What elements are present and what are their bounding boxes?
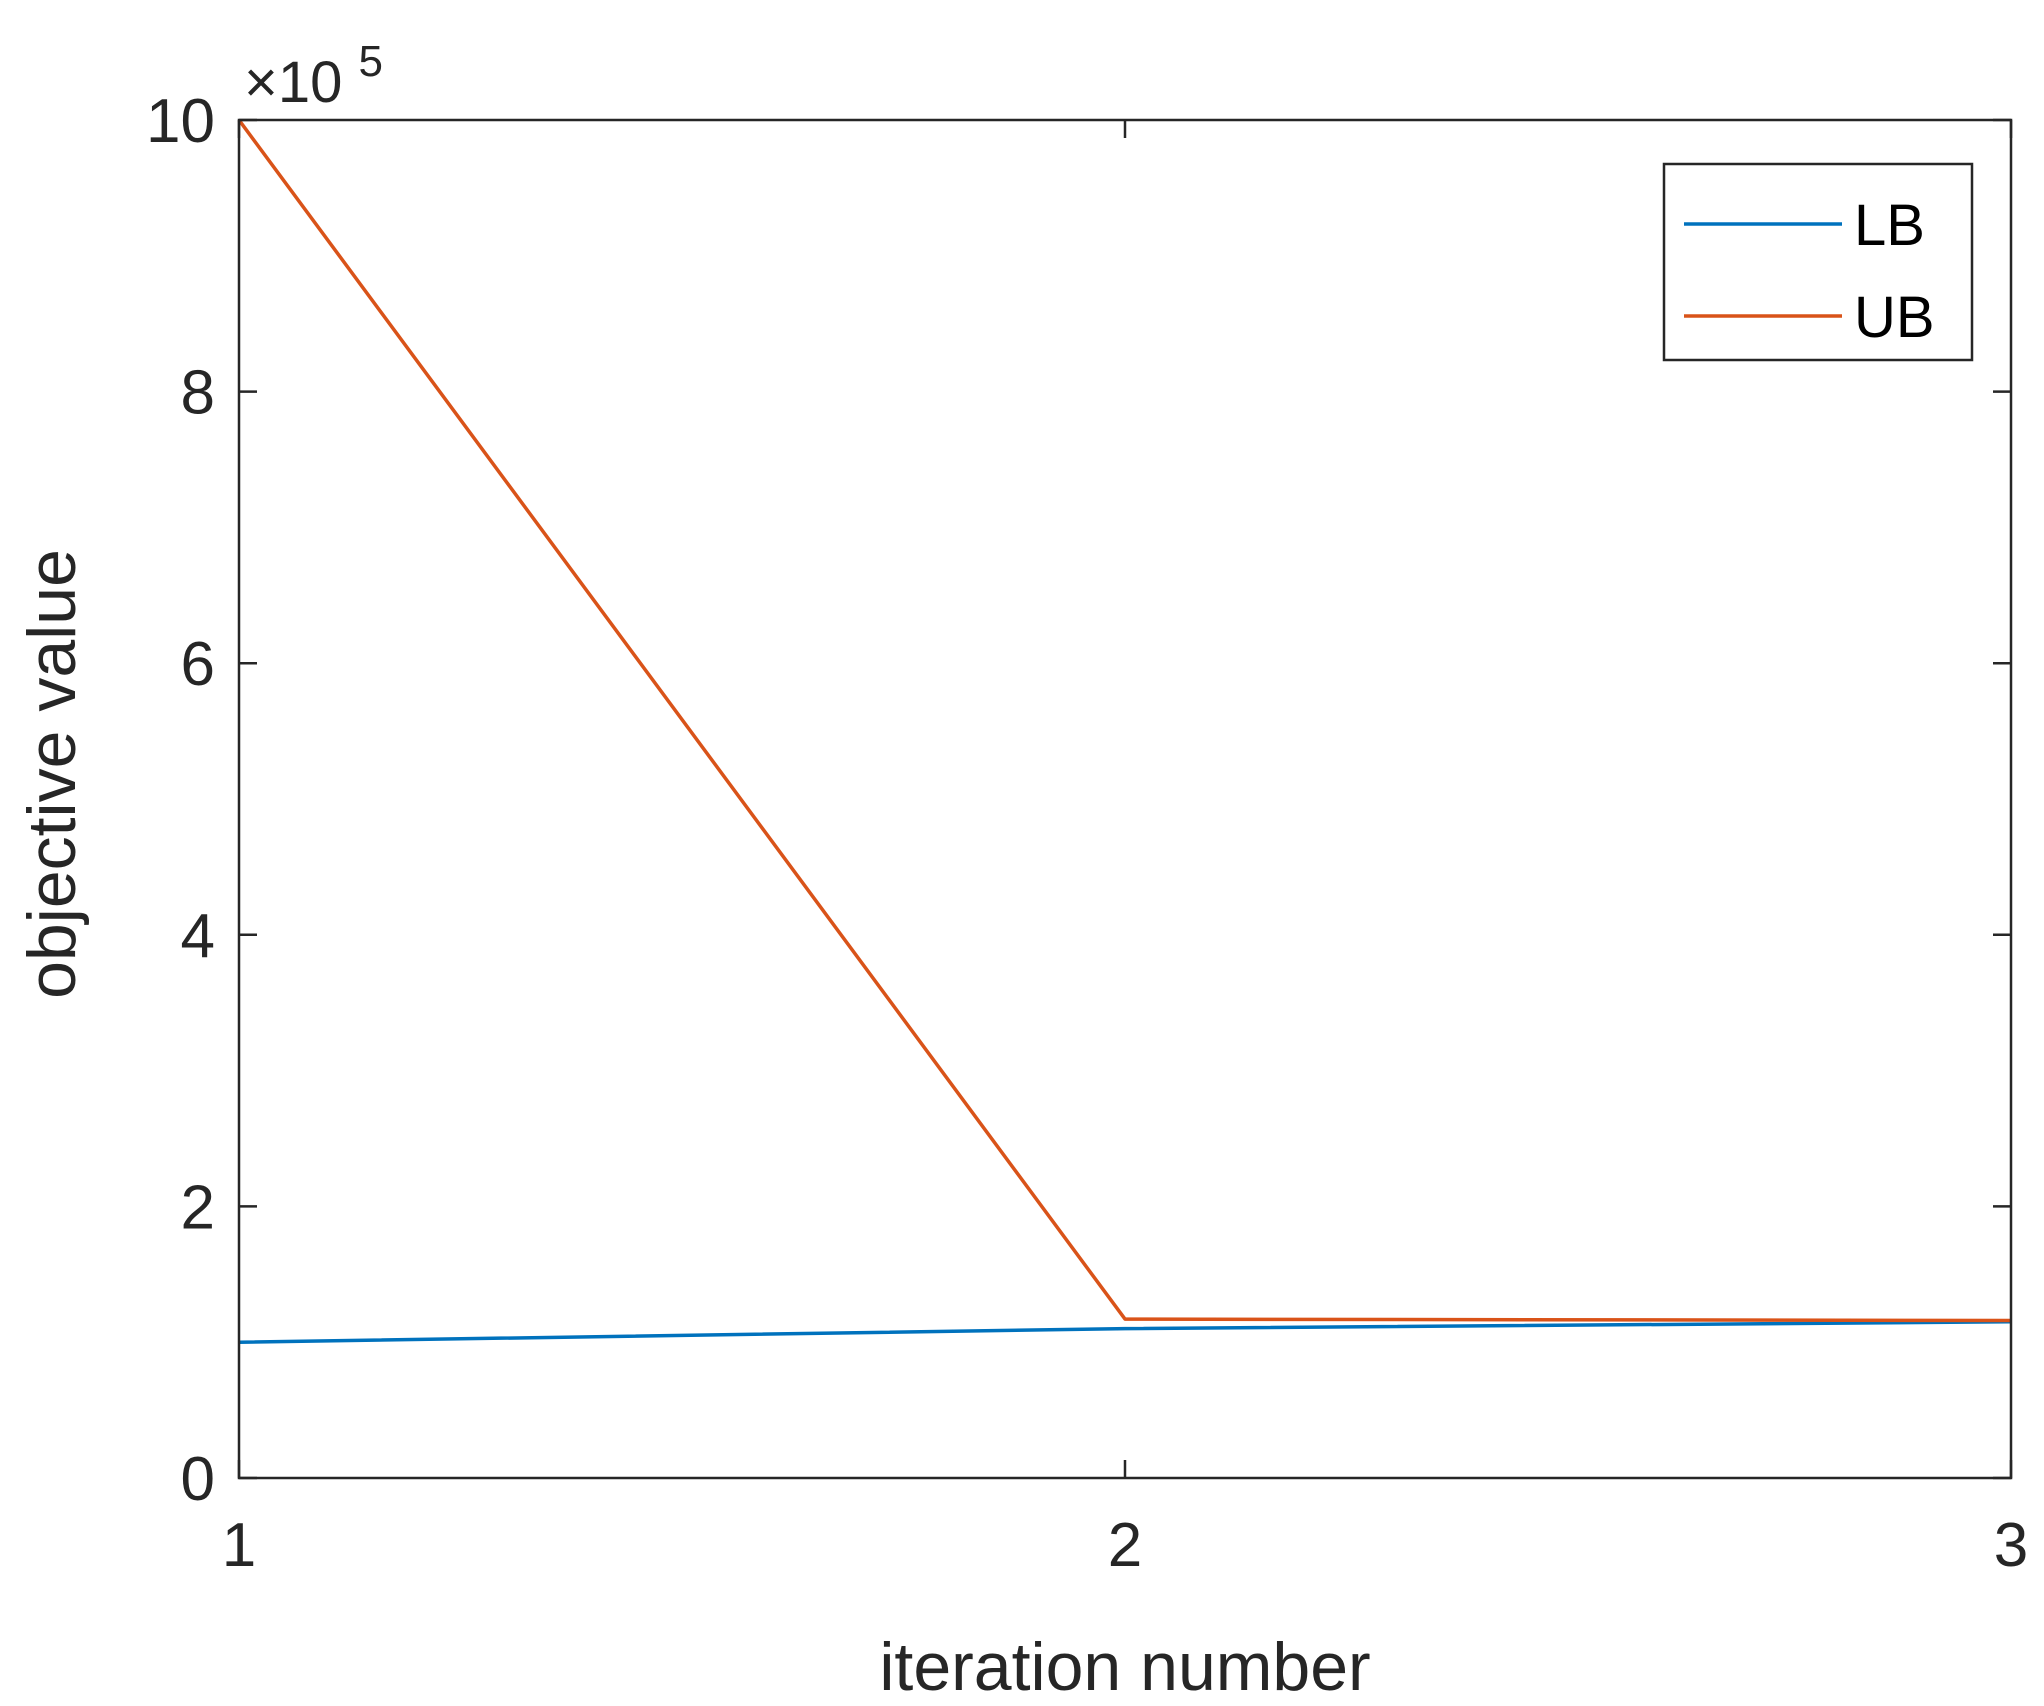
- axes-layer: 1 2 3 0 2 4 6 8 10: [146, 87, 2028, 1580]
- y-tick-label: 10: [146, 87, 215, 156]
- x-tick-label: 3: [1994, 1511, 2028, 1580]
- legend: LB UB: [1662, 162, 1974, 362]
- y-tick-label: 0: [181, 1445, 215, 1514]
- y-axis-title: objective value: [14, 549, 90, 999]
- labels-layer: iteration number objective value ×10 5: [14, 37, 1371, 1705]
- legend-label-lb: LB: [1854, 193, 1925, 258]
- series-line-lb: [238, 1320, 2012, 1344]
- y-tick-label: 6: [181, 630, 215, 699]
- y-tick-label: 2: [181, 1173, 215, 1242]
- y-tick-label: 4: [181, 902, 215, 971]
- plot-layer: [237, 118, 2012, 1344]
- series-line-ub: [237, 118, 2012, 1323]
- legend-box: [1662, 162, 1974, 362]
- y-axis-exponent-label: ×10 5: [244, 37, 383, 115]
- x-tick-label: 1: [222, 1511, 256, 1580]
- exponent-power: 5: [359, 37, 383, 86]
- x-axis-title: iteration number: [879, 1629, 1370, 1705]
- y-tick-label: 8: [181, 359, 215, 428]
- exponent-base: ×10: [244, 50, 342, 115]
- legend-label-ub: UB: [1854, 285, 1935, 350]
- x-tick-label: 2: [1108, 1511, 1142, 1580]
